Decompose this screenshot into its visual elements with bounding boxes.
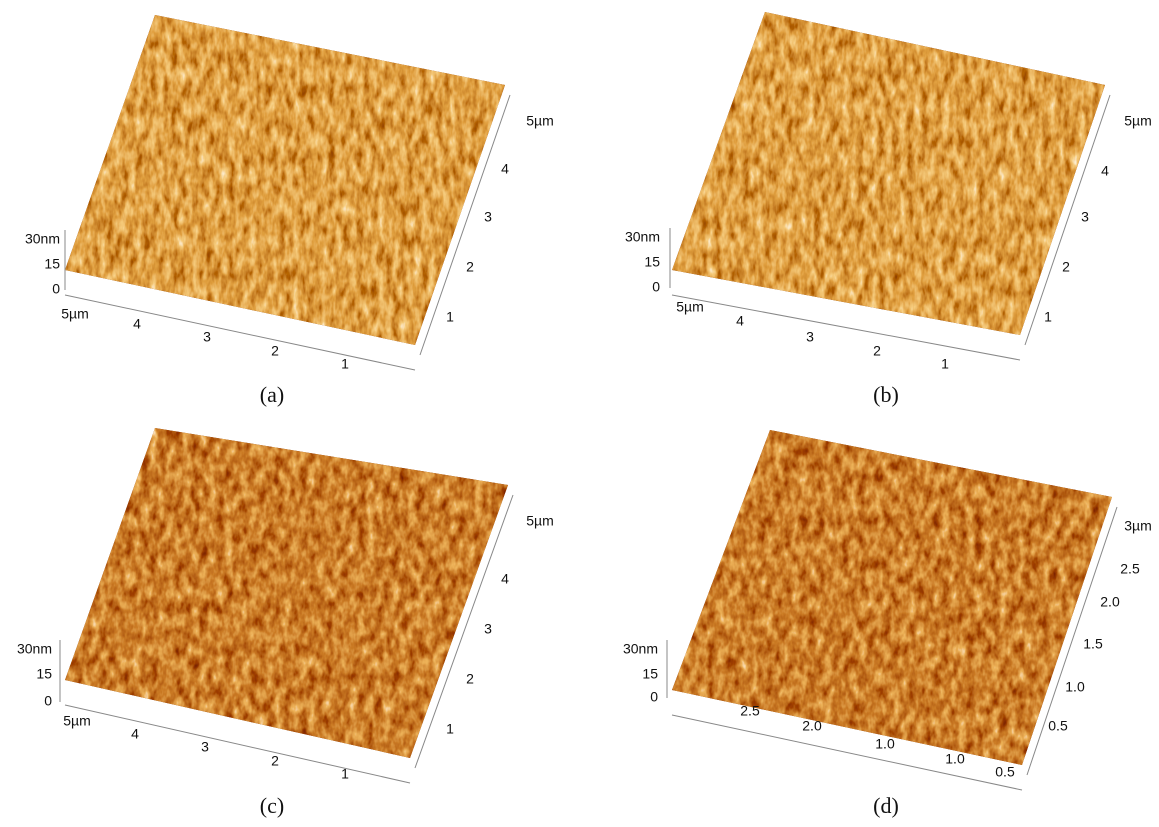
surface-texture bbox=[672, 430, 1112, 765]
x-tick-label: 1.0 bbox=[945, 751, 965, 767]
y-tick-label: 1 bbox=[1044, 309, 1052, 325]
x-tick-label: 4 bbox=[133, 316, 141, 332]
x-tick-label: 3 bbox=[806, 329, 814, 345]
z-tick-label: 15 bbox=[642, 666, 658, 682]
z-tick-label: 0 bbox=[52, 281, 60, 297]
y-tick-label: 4 bbox=[501, 161, 509, 177]
x-tick-label: 5µm bbox=[676, 299, 704, 315]
surface-texture bbox=[672, 12, 1105, 335]
z-tick-label: 15 bbox=[44, 256, 60, 272]
z-tick-label: 30nm bbox=[625, 229, 660, 245]
z-tick-label: 0 bbox=[44, 693, 52, 709]
x-tick-label: 2.0 bbox=[802, 718, 822, 734]
y-tick-label: 1 bbox=[446, 721, 454, 737]
z-tick-label: 30nm bbox=[17, 641, 52, 657]
z-tick-label: 15 bbox=[36, 666, 52, 682]
y-tick-label: 5µm bbox=[1124, 113, 1152, 129]
panel-label: (a) bbox=[260, 382, 284, 407]
x-tick-label: 4 bbox=[131, 726, 139, 742]
y-tick-label: 2.0 bbox=[1100, 594, 1120, 610]
y-tick-label: 3µm bbox=[1124, 518, 1152, 534]
x-tick-label: 5µm bbox=[63, 713, 91, 729]
x-tick-label: 2.5 bbox=[740, 703, 760, 719]
panel-label: (d) bbox=[873, 793, 899, 818]
x-tick-label: 1.0 bbox=[875, 736, 895, 752]
x-tick-label: 1 bbox=[341, 356, 349, 372]
y-tick-label: 4 bbox=[501, 571, 509, 587]
surface-texture bbox=[65, 15, 505, 345]
panel-label: (c) bbox=[260, 793, 284, 818]
x-tick-label: 3 bbox=[201, 739, 209, 755]
x-tick-label: 2 bbox=[271, 343, 279, 359]
y-tick-label: 3 bbox=[484, 209, 492, 225]
y-tick-label: 3 bbox=[1081, 209, 1089, 225]
y-tick-label: 2 bbox=[466, 671, 474, 687]
x-tick-label: 3 bbox=[203, 329, 211, 345]
z-tick-label: 30nm bbox=[25, 231, 60, 247]
x-tick-label: 4 bbox=[736, 313, 744, 329]
z-tick-label: 0 bbox=[650, 689, 658, 705]
y-tick-label: 5µm bbox=[526, 513, 554, 529]
y-tick-label: 1.0 bbox=[1065, 679, 1085, 695]
y-tick-label: 5µm bbox=[526, 113, 554, 129]
z-tick-label: 0 bbox=[652, 279, 660, 295]
y-tick-label: 1 bbox=[446, 309, 454, 325]
y-tick-label: 4 bbox=[1101, 163, 1109, 179]
z-tick-label: 15 bbox=[644, 254, 660, 270]
surface-texture bbox=[65, 428, 508, 758]
y-tick-label: 2 bbox=[466, 259, 474, 275]
panel-label: (b) bbox=[873, 382, 899, 407]
y-tick-label: 0.5 bbox=[1048, 718, 1068, 734]
x-tick-label: 1 bbox=[941, 356, 949, 372]
x-tick-label: 2 bbox=[271, 753, 279, 769]
x-tick-label: 5µm bbox=[61, 306, 89, 322]
z-tick-label: 30nm bbox=[623, 641, 658, 657]
y-tick-label: 2 bbox=[1062, 259, 1070, 275]
y-tick-label: 2.5 bbox=[1120, 561, 1140, 577]
y-tick-label: 3 bbox=[484, 621, 492, 637]
x-tick-label: 1 bbox=[341, 766, 349, 782]
x-tick-label: 0.5 bbox=[995, 764, 1015, 780]
y-tick-label: 1.5 bbox=[1083, 636, 1103, 652]
figure: 30nm1505µm43215µm4321(a)30nm1505µm43215µ… bbox=[0, 0, 1159, 827]
x-tick-label: 2 bbox=[873, 343, 881, 359]
